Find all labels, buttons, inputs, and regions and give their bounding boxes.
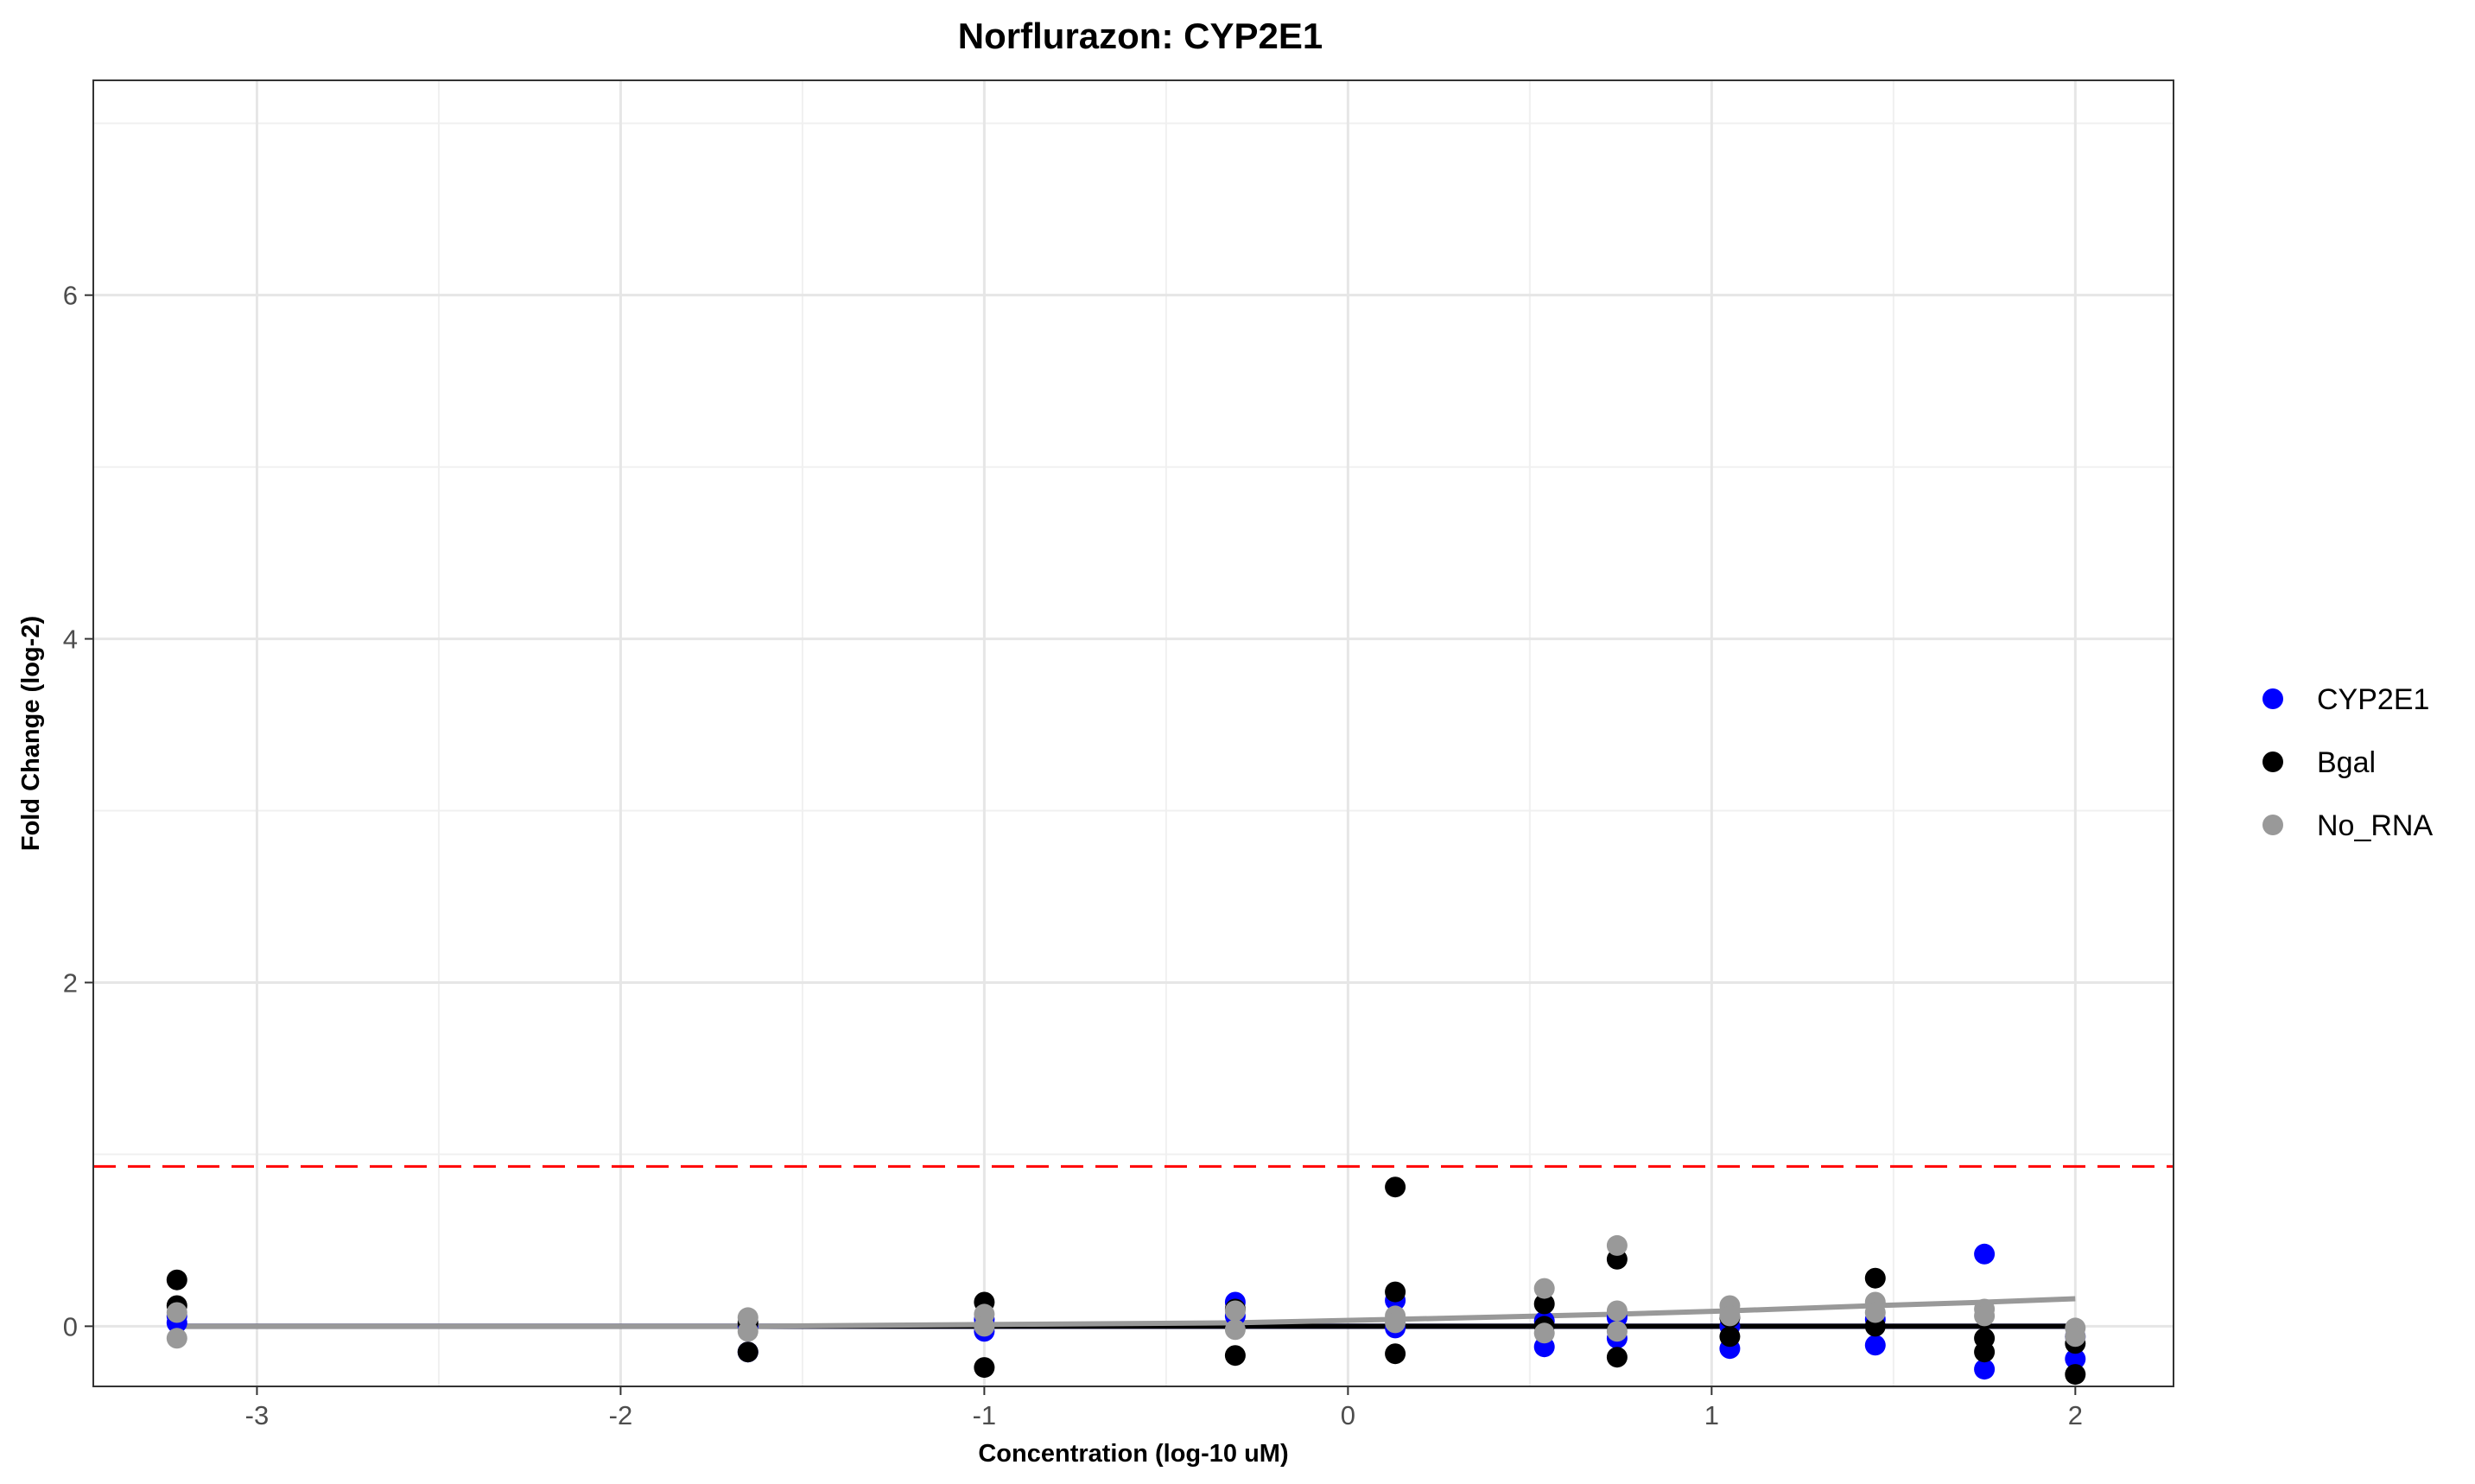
- legend-key-cyp2e1: [2262, 688, 2283, 709]
- point-no_rna: [1606, 1300, 1628, 1322]
- data-points: [166, 1176, 2086, 1386]
- point-no_rna: [737, 1321, 758, 1342]
- point-bgal: [1224, 1345, 1246, 1367]
- point-no_rna: [166, 1328, 187, 1349]
- legend: CYP2E1 Bgal No_RNA: [2262, 683, 2433, 842]
- minor-gridlines: [93, 80, 2174, 1386]
- legend-key-no_rna: [2262, 815, 2283, 835]
- panel-border: [92, 79, 2174, 1387]
- point-no_rna: [166, 1302, 187, 1323]
- point-bgal: [1533, 1293, 1555, 1315]
- x-tick-label: -1: [973, 1400, 997, 1430]
- x-tick-label: -3: [245, 1400, 270, 1430]
- point-bgal: [1719, 1326, 1741, 1348]
- point-bgal: [737, 1341, 758, 1363]
- legend-key-bgal: [2262, 752, 2283, 772]
- point-cyp2e1: [1864, 1335, 1886, 1356]
- point-bgal: [1385, 1281, 1406, 1303]
- point-cyp2e1: [1974, 1243, 1996, 1265]
- point-bgal: [166, 1269, 187, 1291]
- point-cyp2e1: [1974, 1359, 1996, 1380]
- legend-label-cyp2e1: CYP2E1: [2317, 683, 2429, 716]
- y-tick-label: 0: [63, 1311, 78, 1341]
- point-no_rna: [1533, 1322, 1555, 1344]
- x-axis: -3 -2 -1 0 1 2: [245, 1386, 2083, 1430]
- point-bgal: [1606, 1347, 1628, 1368]
- point-bgal: [1864, 1267, 1886, 1289]
- x-tick-label: 1: [1704, 1400, 1719, 1430]
- point-no_rna: [974, 1316, 995, 1337]
- major-gridlines: [93, 80, 2174, 1386]
- point-bgal: [974, 1357, 995, 1379]
- x-tick-label: -2: [609, 1400, 633, 1430]
- y-tick-label: 6: [63, 281, 78, 311]
- x-tick-label: 2: [2068, 1400, 2083, 1430]
- x-axis-title: Concentration (log-10 uM): [978, 1440, 1288, 1468]
- point-cyp2e1: [2065, 1348, 2086, 1370]
- y-tick-label: 4: [63, 625, 78, 655]
- plot-panel: [92, 79, 2174, 1387]
- point-no_rna: [1224, 1300, 1246, 1322]
- legend-label-bgal: Bgal: [2317, 746, 2376, 779]
- point-no_rna: [1864, 1302, 1886, 1323]
- x-tick-label: 0: [1341, 1400, 1355, 1430]
- point-no_rna: [1974, 1305, 1996, 1327]
- point-no_rna: [1606, 1321, 1628, 1342]
- panel-background: [93, 80, 2174, 1386]
- y-axis: 0 2 4 6: [63, 281, 93, 1341]
- point-bgal: [2065, 1364, 2086, 1386]
- point-bgal: [1974, 1328, 1996, 1349]
- chart-title: Norflurazon: CYP2E1: [958, 16, 1323, 56]
- point-bgal: [1385, 1343, 1406, 1365]
- point-no_rna: [1385, 1312, 1406, 1334]
- point-no_rna: [1606, 1234, 1628, 1256]
- legend-label-no_rna: No_RNA: [2317, 809, 2433, 842]
- point-no_rna: [1224, 1319, 1246, 1341]
- point-bgal: [1385, 1176, 1406, 1198]
- point-no_rna: [1533, 1278, 1555, 1299]
- point-no_rna: [2065, 1326, 2086, 1348]
- y-tick-label: 2: [63, 967, 78, 998]
- y-axis-title: Fold Change (log-2): [17, 616, 45, 851]
- point-no_rna: [1719, 1305, 1741, 1327]
